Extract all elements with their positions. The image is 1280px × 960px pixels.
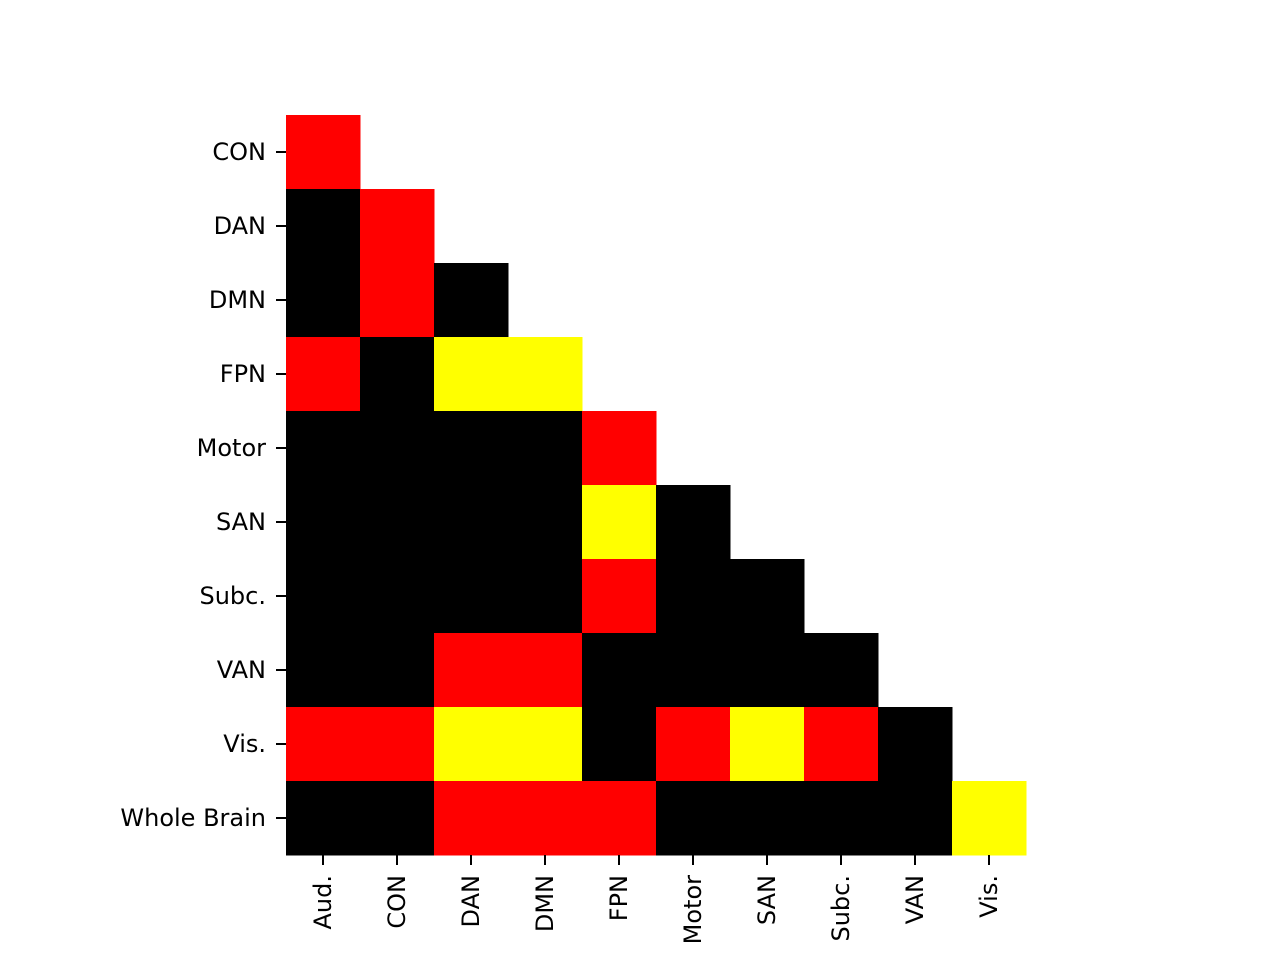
cell-van-san	[730, 633, 805, 708]
cell-dmn-con	[360, 263, 435, 338]
cell-vis-fpn	[582, 707, 657, 782]
cell-vis-van	[878, 707, 953, 782]
y-tick-label-con: CON	[212, 138, 266, 166]
x-tick-label-dan: DAN	[457, 875, 485, 927]
x-tick-label-dmn: DMN	[531, 875, 559, 932]
x-tick-label-con: CON	[383, 875, 411, 929]
cell-subc-con	[360, 559, 435, 634]
cell-whole-brain-san	[730, 781, 805, 856]
cell-whole-brain-van	[878, 781, 953, 856]
cell-whole-brain-fpn	[582, 781, 657, 856]
y-tick-label-dan: DAN	[214, 212, 266, 240]
cell-subc-aud	[286, 559, 361, 634]
cell-whole-brain-aud	[286, 781, 361, 856]
cell-subc-fpn	[582, 559, 657, 634]
cell-dan-aud	[286, 189, 361, 264]
cell-van-dan	[434, 633, 509, 708]
y-tick-label-fpn: FPN	[220, 360, 266, 388]
cell-motor-aud	[286, 411, 361, 486]
cell-whole-brain-subc	[804, 781, 879, 856]
cell-fpn-con	[360, 337, 435, 412]
cell-motor-fpn	[582, 411, 657, 486]
cell-subc-san	[730, 559, 805, 634]
cell-fpn-dan	[434, 337, 509, 412]
cell-san-fpn	[582, 485, 657, 560]
cell-subc-dan	[434, 559, 509, 634]
cell-vis-subc	[804, 707, 879, 782]
cell-vis-dan	[434, 707, 509, 782]
y-tick-label-van: VAN	[217, 656, 266, 684]
cell-subc-dmn	[508, 559, 583, 634]
cell-van-motor	[656, 633, 731, 708]
cell-vis-dmn	[508, 707, 583, 782]
cell-dmn-aud	[286, 263, 361, 338]
cell-subc-motor	[656, 559, 731, 634]
cell-vis-san	[730, 707, 805, 782]
x-tick-label-fpn: FPN	[605, 875, 633, 921]
heatmap-cells	[286, 115, 1027, 856]
y-tick-label-vis: Vis.	[223, 730, 266, 758]
x-tick-label-subc: Subc.	[827, 875, 855, 942]
cell-motor-dmn	[508, 411, 583, 486]
cell-van-dmn	[508, 633, 583, 708]
cell-whole-brain-dmn	[508, 781, 583, 856]
cell-san-motor	[656, 485, 731, 560]
y-tick-label-motor: Motor	[197, 434, 266, 462]
cell-van-con	[360, 633, 435, 708]
y-tick-label-dmn: DMN	[209, 286, 266, 314]
cell-fpn-aud	[286, 337, 361, 412]
x-tick-label-van: VAN	[901, 875, 929, 924]
cell-san-con	[360, 485, 435, 560]
cell-con-aud	[286, 115, 361, 190]
cell-whole-brain-con	[360, 781, 435, 856]
x-tick-label-vis: Vis.	[975, 875, 1003, 918]
cell-motor-dan	[434, 411, 509, 486]
cell-whole-brain-dan	[434, 781, 509, 856]
cell-san-dmn	[508, 485, 583, 560]
cell-van-subc	[804, 633, 879, 708]
x-tick-label-aud: Aud.	[309, 875, 337, 930]
y-axis: CON DAN DMN FPN Motor SAN Subc. VAN Vis. Whole Br…	[120, 138, 286, 832]
cell-dmn-dan	[434, 263, 509, 338]
x-tick-label-san: SAN	[753, 875, 781, 925]
x-axis: Aud. CON DAN DMN FPN Motor SAN Subc. VAN Vis.	[309, 855, 1003, 944]
y-tick-label-whole-brain: Whole Brain	[120, 804, 266, 832]
cell-van-aud	[286, 633, 361, 708]
cell-san-dan	[434, 485, 509, 560]
cell-whole-brain-vis	[952, 781, 1027, 856]
cell-whole-brain-motor	[656, 781, 731, 856]
y-tick-label-san: SAN	[216, 508, 266, 536]
cell-motor-con	[360, 411, 435, 486]
x-tick-label-motor: Motor	[679, 875, 707, 944]
cell-vis-con	[360, 707, 435, 782]
y-tick-label-subc: Subc.	[199, 582, 266, 610]
cell-san-aud	[286, 485, 361, 560]
cell-fpn-dmn	[508, 337, 583, 412]
cell-van-fpn	[582, 633, 657, 708]
cell-vis-aud	[286, 707, 361, 782]
cell-vis-motor	[656, 707, 731, 782]
cell-dan-con	[360, 189, 435, 264]
